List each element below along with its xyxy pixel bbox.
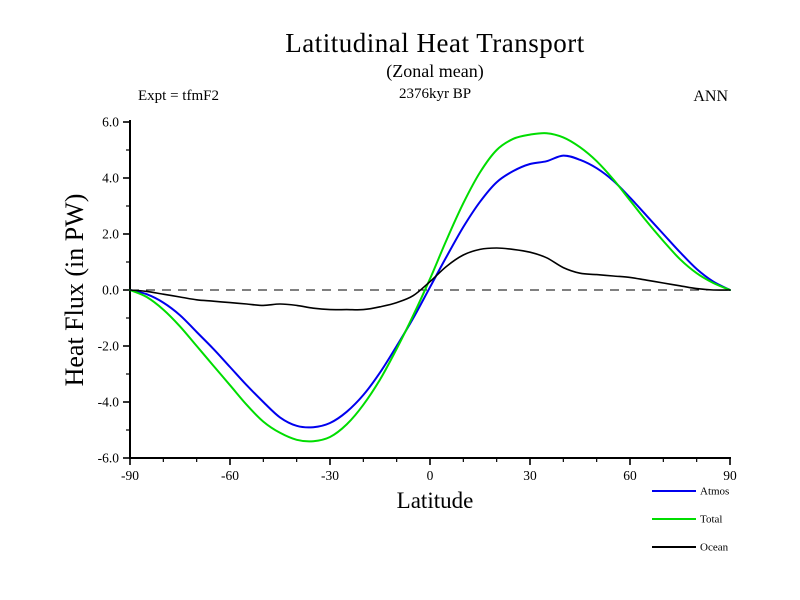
chart-subtitle: (Zonal mean) [386,61,484,81]
x-tick-label: -60 [221,468,239,483]
chart-title: Latitudinal Heat Transport [285,28,585,58]
y-tick-label: 0.0 [102,283,119,298]
x-tick-label: -90 [121,468,139,483]
y-tick-label: -4.0 [98,395,120,410]
x-axis-title: Latitude [396,488,474,513]
x-tick-label: -30 [321,468,339,483]
y-tick-label: 2.0 [102,227,119,242]
time-label: 2376kyr BP [398,86,472,102]
x-tick-label: 0 [427,468,434,483]
x-tick-label: 90 [723,468,737,483]
experiment-label: Expt = tfmF2 [138,88,219,104]
series-line-atmos [129,154,731,429]
y-tick-label: -2.0 [98,339,120,354]
series-line-ocean [129,247,731,311]
y-tick-label: 4.0 [102,171,119,186]
legend-label-ocean: Ocean [700,542,729,554]
series-line-total [129,132,731,443]
legend-label-atmos: Atmos [700,486,729,498]
x-tick-label: 30 [523,468,537,483]
y-tick-label: -6.0 [98,451,120,466]
season-label: ANN [693,88,728,105]
legend-label-total: Total [700,514,722,526]
x-tick-label: 60 [623,468,637,483]
y-tick-label: 6.0 [102,115,119,130]
